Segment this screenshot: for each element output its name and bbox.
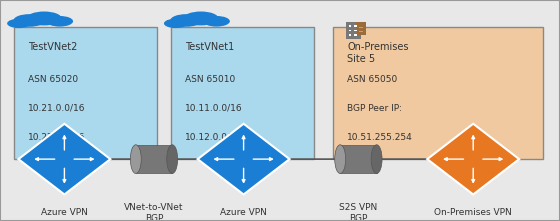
Circle shape: [203, 16, 230, 27]
Circle shape: [13, 14, 45, 27]
Bar: [340, 145, 377, 173]
Circle shape: [164, 19, 188, 28]
Bar: [359, 27, 363, 28]
Circle shape: [183, 11, 218, 25]
Ellipse shape: [130, 145, 141, 173]
Bar: [354, 25, 357, 27]
Polygon shape: [198, 124, 290, 194]
Bar: [346, 22, 361, 39]
Text: 10.21.0.0/16: 10.21.0.0/16: [28, 104, 86, 113]
Text: TestVNet1: TestVNet1: [185, 42, 234, 52]
Text: VNet-to-VNet
BGP: VNet-to-VNet BGP: [124, 203, 184, 221]
Circle shape: [26, 11, 62, 25]
Ellipse shape: [371, 145, 382, 173]
Text: BGP Peer IP:: BGP Peer IP:: [347, 104, 402, 113]
Bar: [136, 145, 172, 173]
FancyBboxPatch shape: [171, 27, 314, 159]
Text: On-Premises
Site 5: On-Premises Site 5: [347, 42, 409, 64]
Bar: [354, 30, 357, 31]
Text: 10.22.0.0/16: 10.22.0.0/16: [28, 133, 85, 142]
Bar: [349, 25, 352, 27]
Text: 10.11.0.0/16: 10.11.0.0/16: [185, 104, 242, 113]
Polygon shape: [18, 124, 110, 194]
Text: ASN 65050: ASN 65050: [347, 75, 398, 84]
Text: 10.51.255.254: 10.51.255.254: [347, 133, 413, 142]
Text: S2S VPN
BGP: S2S VPN BGP: [339, 203, 377, 221]
Circle shape: [46, 16, 73, 27]
Text: On-Premises VPN: On-Premises VPN: [435, 208, 512, 217]
Text: ASN 65010: ASN 65010: [185, 75, 235, 84]
Text: ASN 65020: ASN 65020: [28, 75, 78, 84]
Text: TestVNet2: TestVNet2: [28, 42, 77, 52]
Bar: [349, 30, 352, 31]
FancyBboxPatch shape: [333, 27, 543, 159]
Bar: [359, 31, 363, 32]
Text: 10.12.0.0/16: 10.12.0.0/16: [185, 133, 242, 142]
Text: Azure VPN: Azure VPN: [220, 208, 267, 217]
Ellipse shape: [335, 145, 346, 173]
Ellipse shape: [167, 145, 178, 173]
Text: Azure VPN: Azure VPN: [41, 208, 88, 217]
Bar: [357, 22, 366, 35]
Bar: [349, 34, 352, 36]
Bar: [167, 20, 224, 24]
Circle shape: [170, 14, 202, 27]
FancyBboxPatch shape: [14, 27, 157, 159]
Bar: [11, 20, 67, 24]
Bar: [354, 34, 357, 36]
Polygon shape: [427, 124, 519, 194]
Circle shape: [7, 19, 31, 28]
